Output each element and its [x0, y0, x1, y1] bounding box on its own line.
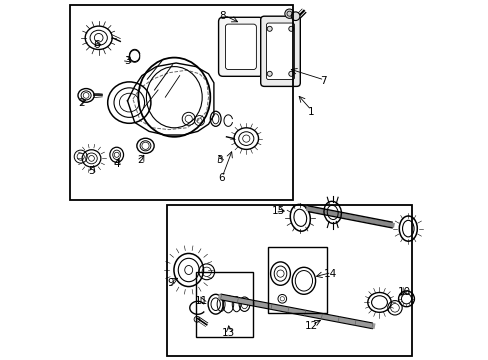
Text: 15: 15: [271, 206, 285, 216]
Text: 7: 7: [320, 76, 326, 86]
Text: 12: 12: [304, 321, 317, 331]
Text: 8: 8: [219, 11, 226, 21]
Bar: [196, 272, 253, 337]
Text: 1: 1: [307, 107, 314, 117]
Text: 5: 5: [88, 166, 95, 176]
Text: 2: 2: [78, 98, 85, 108]
Text: 6: 6: [217, 173, 224, 183]
FancyBboxPatch shape: [225, 24, 256, 69]
Text: 3: 3: [216, 155, 222, 165]
FancyBboxPatch shape: [260, 16, 300, 86]
Circle shape: [266, 26, 272, 31]
Circle shape: [291, 12, 299, 21]
Bar: [267, 247, 326, 313]
FancyBboxPatch shape: [218, 17, 263, 76]
Text: 14: 14: [324, 269, 337, 279]
Circle shape: [266, 71, 272, 76]
Text: 10: 10: [397, 287, 410, 297]
Text: 3: 3: [124, 56, 131, 66]
FancyBboxPatch shape: [266, 23, 294, 80]
Circle shape: [288, 71, 293, 76]
Circle shape: [284, 9, 294, 18]
Text: 6: 6: [93, 40, 100, 50]
Bar: [70, 5, 292, 200]
Text: 9: 9: [167, 278, 174, 288]
Bar: [167, 205, 411, 356]
Text: 4: 4: [113, 159, 120, 169]
Text: 2: 2: [137, 155, 143, 165]
Text: 11: 11: [194, 296, 207, 306]
Text: 13: 13: [221, 328, 234, 338]
Circle shape: [288, 26, 293, 31]
